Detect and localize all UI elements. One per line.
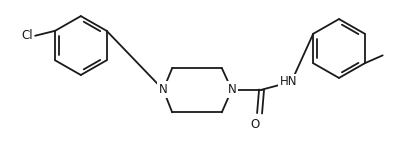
- Text: HN: HN: [279, 75, 297, 88]
- Text: N: N: [227, 83, 236, 96]
- Text: Cl: Cl: [21, 29, 33, 42]
- Text: O: O: [250, 118, 259, 131]
- Text: N: N: [159, 83, 168, 96]
